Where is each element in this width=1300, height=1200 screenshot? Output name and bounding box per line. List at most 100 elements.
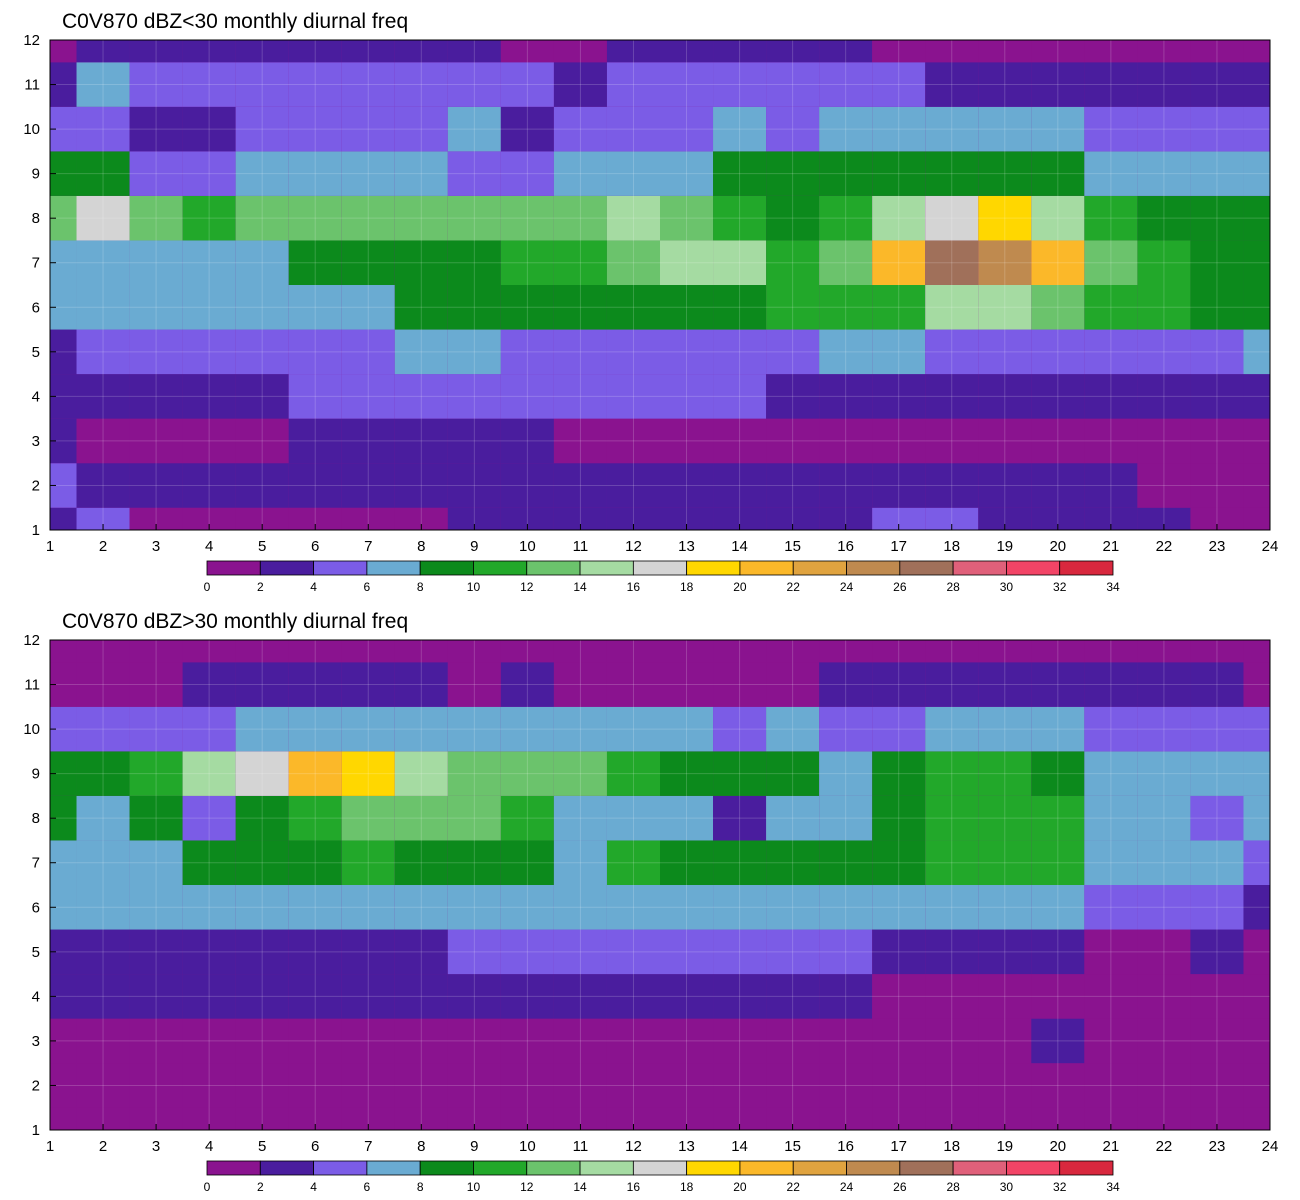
colorbar-swatch bbox=[419, 560, 474, 576]
heat-cell bbox=[235, 1107, 289, 1130]
heat-cell bbox=[925, 240, 979, 285]
heat-cell bbox=[447, 106, 501, 152]
heat-cell bbox=[50, 40, 77, 63]
heat-cell bbox=[925, 463, 979, 508]
heat-cell bbox=[76, 285, 130, 330]
heat-cell bbox=[288, 418, 342, 464]
heat-cell bbox=[660, 106, 714, 152]
heat-cell bbox=[288, 62, 342, 107]
heat-cell bbox=[76, 240, 130, 285]
heat-cell bbox=[1084, 285, 1138, 330]
heat-cell bbox=[76, 463, 130, 508]
heat-cell bbox=[1084, 40, 1138, 63]
heat-cell bbox=[766, 840, 820, 885]
heat-cell bbox=[606, 62, 660, 107]
heat-cell bbox=[129, 106, 183, 152]
heat-cell bbox=[235, 329, 289, 375]
colorbar-swatch bbox=[686, 560, 741, 576]
heat-cell bbox=[394, 240, 448, 285]
heat-cell bbox=[1084, 706, 1138, 752]
heat-cell bbox=[872, 151, 926, 196]
heat-cell bbox=[129, 329, 183, 375]
heat-cell bbox=[713, 329, 767, 375]
heat-cell bbox=[925, 1107, 979, 1130]
x-tick-label: 2 bbox=[99, 538, 107, 555]
heat-cell bbox=[925, 195, 979, 241]
colorbar-swatch bbox=[259, 1160, 314, 1176]
heat-cell bbox=[819, 151, 873, 196]
heat-cell bbox=[553, 929, 607, 975]
heat-cell bbox=[129, 195, 183, 241]
heat-cell bbox=[500, 62, 554, 107]
heat-cell bbox=[819, 795, 873, 841]
heat-cell bbox=[447, 285, 501, 330]
heat-cell bbox=[553, 40, 607, 63]
heat-cell bbox=[1137, 62, 1191, 107]
x-tick-label: 20 bbox=[1049, 538, 1066, 555]
heat-cell bbox=[1084, 463, 1138, 508]
colorbar-swatch bbox=[259, 560, 314, 576]
heat-cell bbox=[447, 929, 501, 975]
heat-cell bbox=[341, 1063, 395, 1108]
x-tick-label: 22 bbox=[1156, 1138, 1173, 1155]
y-tick-label: 3 bbox=[32, 1033, 40, 1050]
heat-cell bbox=[1031, 374, 1085, 419]
heat-cell bbox=[819, 329, 873, 375]
x-tick-label: 10 bbox=[519, 1138, 536, 1155]
colorbar-label: 14 bbox=[573, 580, 587, 594]
heat-cell bbox=[500, 1107, 554, 1130]
heat-cell bbox=[235, 62, 289, 107]
heat-cell bbox=[925, 662, 979, 707]
heat-cell bbox=[766, 929, 820, 975]
heat-cell bbox=[925, 974, 979, 1019]
heat-cell bbox=[978, 1107, 1032, 1130]
heat-cell bbox=[129, 662, 183, 707]
heat-cell bbox=[713, 706, 767, 752]
heat-cell bbox=[341, 62, 395, 107]
heat-cell bbox=[1190, 640, 1244, 663]
heat-cell bbox=[766, 240, 820, 285]
heat-cell bbox=[341, 463, 395, 508]
heat-cell bbox=[394, 374, 448, 419]
heat-cell bbox=[76, 640, 130, 663]
colorbar-label: 28 bbox=[946, 1180, 960, 1194]
heat-cell bbox=[235, 706, 289, 752]
heat-cell bbox=[606, 1018, 660, 1064]
x-tick-label: 7 bbox=[364, 1138, 372, 1155]
colorbar-swatch bbox=[899, 560, 954, 576]
heat-cell bbox=[819, 507, 873, 530]
heat-cell bbox=[182, 1107, 236, 1130]
y-tick-label: 9 bbox=[32, 166, 40, 183]
heat-cell bbox=[182, 929, 236, 975]
colorbar-label: 12 bbox=[520, 580, 534, 594]
heat-cell bbox=[606, 974, 660, 1019]
heat-cell bbox=[872, 329, 926, 375]
heat-cell bbox=[978, 751, 1032, 796]
colorbar-swatch bbox=[1059, 560, 1114, 576]
heat-cell bbox=[341, 974, 395, 1019]
heat-cell bbox=[1243, 885, 1270, 930]
x-tick-label: 21 bbox=[1103, 1138, 1120, 1155]
heat-cell bbox=[129, 974, 183, 1019]
heat-cell bbox=[129, 751, 183, 796]
heat-cell bbox=[1190, 463, 1244, 508]
heat-cell bbox=[76, 974, 130, 1019]
heat-cell bbox=[925, 1063, 979, 1108]
y-tick-label: 12 bbox=[23, 32, 40, 49]
x-tick-label: 3 bbox=[152, 538, 160, 555]
x-tick-label: 16 bbox=[837, 538, 854, 555]
heat-cell bbox=[500, 751, 554, 796]
heat-cell bbox=[978, 195, 1032, 241]
x-tick-label: 18 bbox=[943, 1138, 960, 1155]
heat-cell bbox=[288, 840, 342, 885]
heat-cell bbox=[1031, 106, 1085, 152]
heat-cell bbox=[925, 418, 979, 464]
y-tick-label: 1 bbox=[32, 522, 40, 539]
heat-cell bbox=[553, 240, 607, 285]
heat-cell bbox=[766, 662, 820, 707]
heat-cell bbox=[713, 1063, 767, 1108]
heat-cell bbox=[1243, 418, 1270, 464]
heat-cell bbox=[872, 1063, 926, 1108]
heat-cell bbox=[660, 662, 714, 707]
heat-cell bbox=[50, 640, 77, 663]
